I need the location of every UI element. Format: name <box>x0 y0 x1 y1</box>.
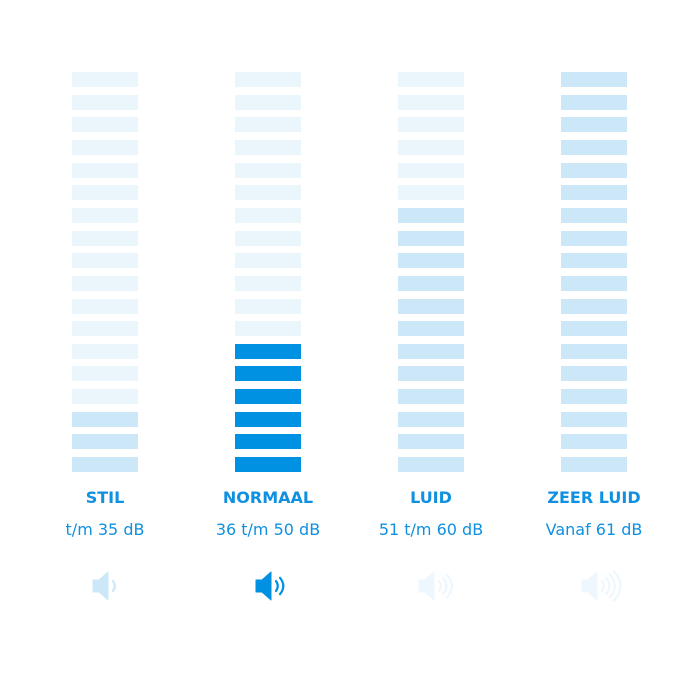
meter-segment <box>398 389 464 405</box>
meter-segment <box>235 457 301 473</box>
meter-segment <box>561 117 627 133</box>
meter-segment <box>72 298 138 314</box>
sound-wave <box>274 579 279 593</box>
sound-wave <box>437 579 442 593</box>
sound-wave <box>608 573 616 599</box>
speaker-body <box>255 571 272 601</box>
meter-segment <box>72 162 138 178</box>
meter-segment <box>561 366 627 382</box>
meter-segment <box>398 457 464 473</box>
meter-segment <box>398 230 464 246</box>
meter-segment <box>398 275 464 291</box>
meter-segment <box>561 343 627 359</box>
sound-wave <box>278 576 285 596</box>
meter-segment <box>72 366 138 382</box>
meter-segment <box>398 185 464 201</box>
meter-segment <box>72 117 138 133</box>
meter-segment <box>561 389 627 405</box>
meter-segment <box>72 230 138 246</box>
meter-segment <box>398 298 464 314</box>
level-range: 51 t/m 60 dB <box>378 520 484 539</box>
meter-segment <box>561 457 627 473</box>
meter-segment <box>235 411 301 427</box>
sound-wave <box>445 573 453 599</box>
meter-segment <box>72 94 138 110</box>
sound-wave <box>111 579 116 593</box>
meter-segment <box>72 207 138 223</box>
meter-segment <box>235 94 301 110</box>
speaker-body <box>418 571 435 601</box>
meter-segment <box>398 117 464 133</box>
meter-segment <box>561 321 627 337</box>
meter-segment <box>235 72 301 87</box>
meter-segment <box>398 139 464 155</box>
meter-segment <box>235 389 301 405</box>
meter-segment <box>72 253 138 269</box>
meter-segment <box>235 230 301 246</box>
level-range: Vanaf 61 dB <box>545 520 643 539</box>
meter-segment <box>561 72 627 87</box>
meter-segment <box>398 366 464 382</box>
meter-segment <box>561 139 627 155</box>
meter-segment <box>398 321 464 337</box>
meter-segment <box>72 434 138 450</box>
meter-segment <box>72 411 138 427</box>
level-label: STIL <box>85 488 125 507</box>
meter-segment <box>72 321 138 337</box>
speaker-3-waves-icon <box>418 571 453 601</box>
meter-segment <box>561 230 627 246</box>
sound-wave <box>441 576 448 596</box>
meter-segment <box>235 139 301 155</box>
meter-segment <box>561 185 627 201</box>
meter-segment <box>561 275 627 291</box>
meter-segment <box>72 185 138 201</box>
meter-segment <box>72 343 138 359</box>
speaker-4-waves-icon <box>581 570 622 602</box>
level-label: ZEER LUID <box>547 488 641 507</box>
meter-segment <box>235 321 301 337</box>
meter-segment <box>235 207 301 223</box>
level-range: t/m 35 dB <box>65 520 145 539</box>
meter-segment <box>235 253 301 269</box>
meter-segment <box>561 253 627 269</box>
meter-segment <box>561 207 627 223</box>
meter-segment <box>561 298 627 314</box>
speaker-2-waves-icon <box>255 571 285 601</box>
sound-wave <box>604 576 611 596</box>
meter-segment <box>235 162 301 178</box>
meter-segment <box>398 94 464 110</box>
speaker-body <box>92 571 109 601</box>
meter-segment <box>398 343 464 359</box>
sound-wave <box>612 570 622 602</box>
meter-segment <box>72 457 138 473</box>
meter-segment <box>398 72 464 87</box>
level-label: NORMAAL <box>222 488 314 507</box>
meter-segment <box>72 72 138 87</box>
meter-segment <box>561 162 627 178</box>
meter-segment <box>561 94 627 110</box>
speaker-1-wave-icon <box>92 571 116 601</box>
level-range: 36 t/m 50 dB <box>215 520 321 539</box>
level-label: LUID <box>410 488 452 507</box>
meter-segment <box>398 411 464 427</box>
meter-segment <box>561 411 627 427</box>
meter-segment <box>398 207 464 223</box>
speaker-body <box>581 571 598 601</box>
meter-segment <box>235 298 301 314</box>
meter-segment <box>561 434 627 450</box>
meter-segment <box>235 117 301 133</box>
meter-segment <box>398 162 464 178</box>
meter-segment <box>72 389 138 405</box>
meter-segment <box>235 343 301 359</box>
meter-segment <box>398 434 464 450</box>
meter-segment <box>398 253 464 269</box>
meter-segment <box>235 275 301 291</box>
meter-segment <box>72 139 138 155</box>
meter-segment <box>72 275 138 291</box>
meter-segment <box>235 185 301 201</box>
sound-wave <box>600 579 605 593</box>
meter-segment <box>235 434 301 450</box>
meter-segment <box>235 366 301 382</box>
